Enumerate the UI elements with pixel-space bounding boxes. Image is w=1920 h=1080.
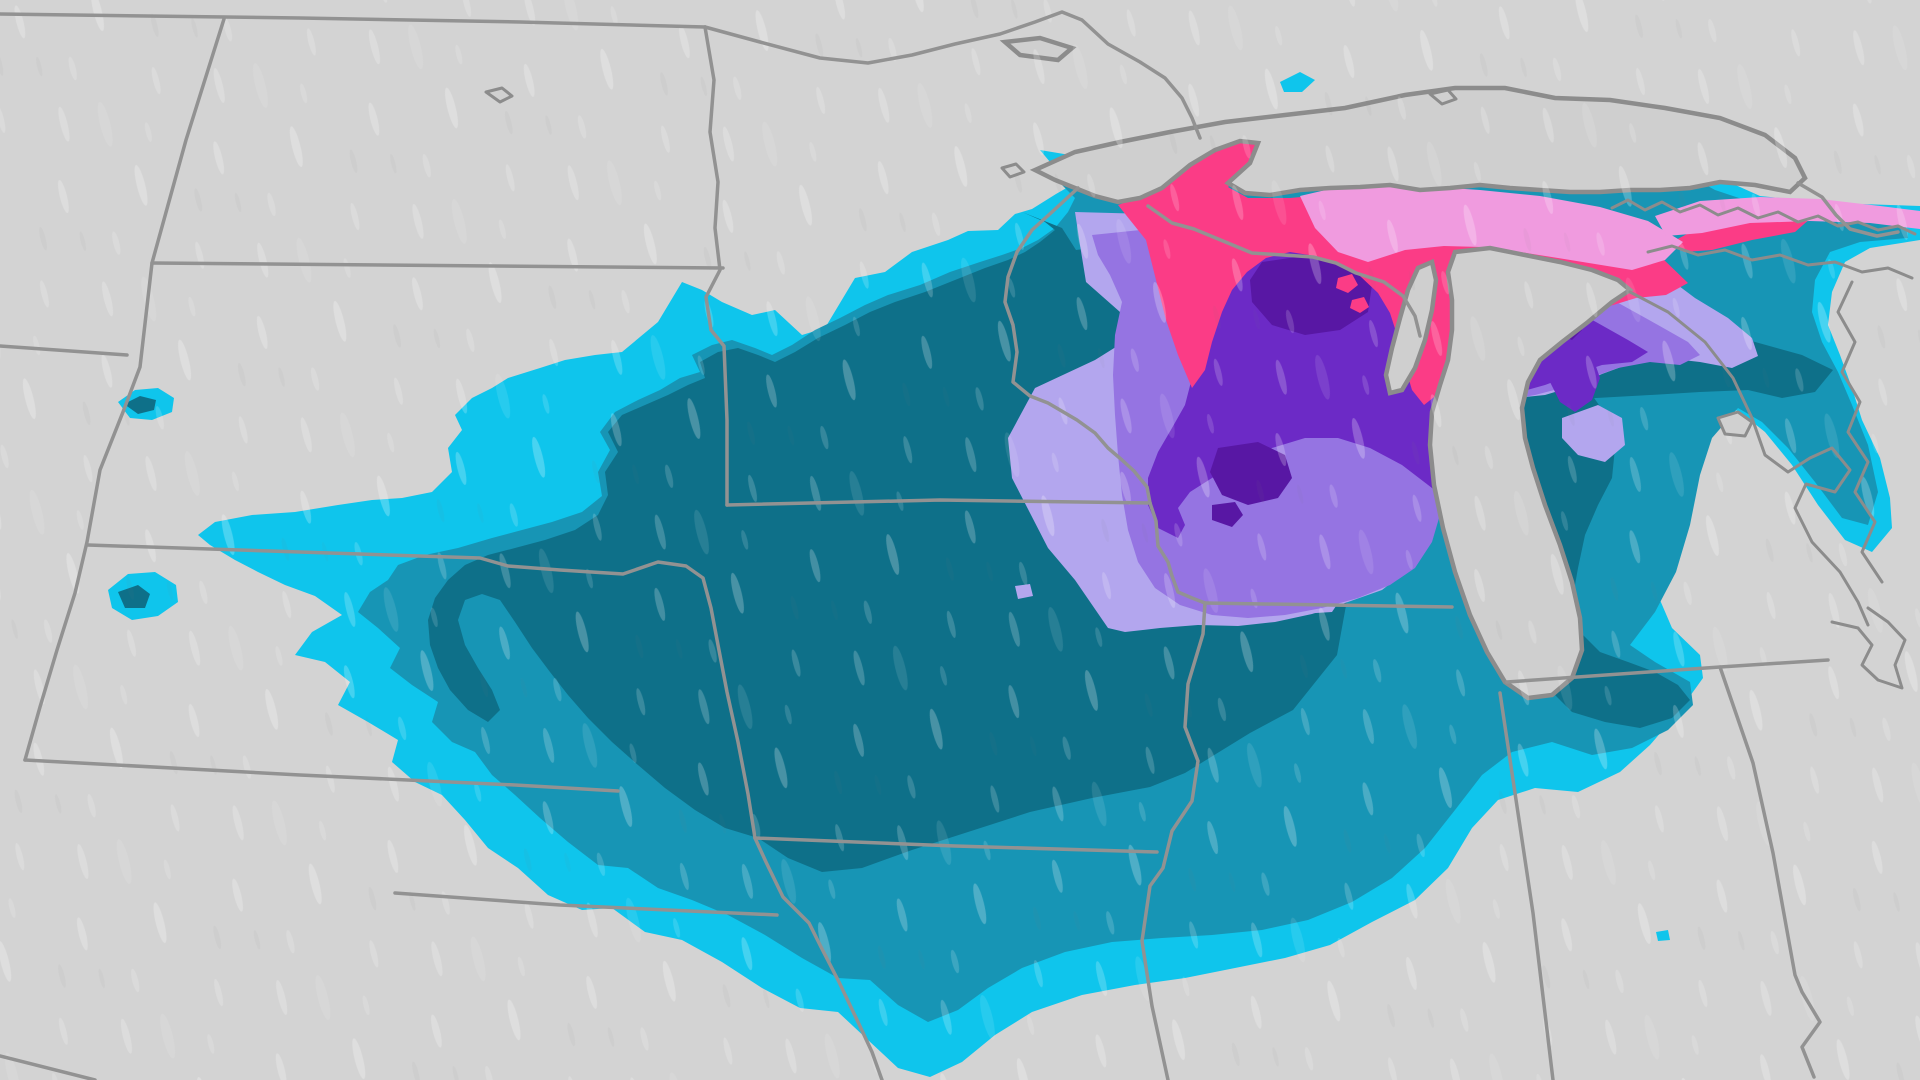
state-borders [0, 10, 1900, 1080]
border-canada-west [0, 12, 707, 29]
houghton-lake [1716, 410, 1754, 438]
border-in-oh [1718, 665, 1822, 1079]
devils-lake [484, 86, 514, 104]
border-montana-wyoming [0, 344, 129, 357]
apostle-islands [1000, 162, 1026, 179]
border-wi-mi [1146, 204, 1422, 338]
shoreline-lower-michigan-east [1628, 290, 1870, 627]
border-mn-ia [725, 498, 1152, 507]
border-mn-wi [1003, 186, 1152, 505]
border-ne-ks [393, 891, 779, 917]
shoreline-details [484, 86, 1917, 690]
border-ia-mo [753, 836, 1159, 854]
border-ks-mo-river [753, 836, 884, 1080]
border-sd-ne-missouri-river [86, 543, 757, 840]
shoreline-georgian-bay [1836, 280, 1884, 584]
shoreline-st-clair [1830, 606, 1907, 690]
border-red-river-mn-sd [703, 25, 729, 507]
border-ia-wi-river [1148, 501, 1207, 605]
border-mississippi-il-mo [1140, 601, 1207, 1080]
border-minnesota-canada [703, 10, 1202, 140]
border-wi-il [1203, 601, 1454, 609]
border-co-stub [0, 1054, 97, 1080]
border-il-in [1498, 691, 1555, 1080]
border-co-ne [23, 758, 620, 793]
shoreline-manitoulin [1646, 244, 1914, 280]
border-montana-wyoming-east [23, 17, 226, 762]
border-nd-sd [150, 261, 725, 270]
shoreline-north-channel [1610, 198, 1917, 236]
border-sault-ste-marie [1796, 181, 1900, 238]
ontario-small-lake [1428, 88, 1458, 106]
